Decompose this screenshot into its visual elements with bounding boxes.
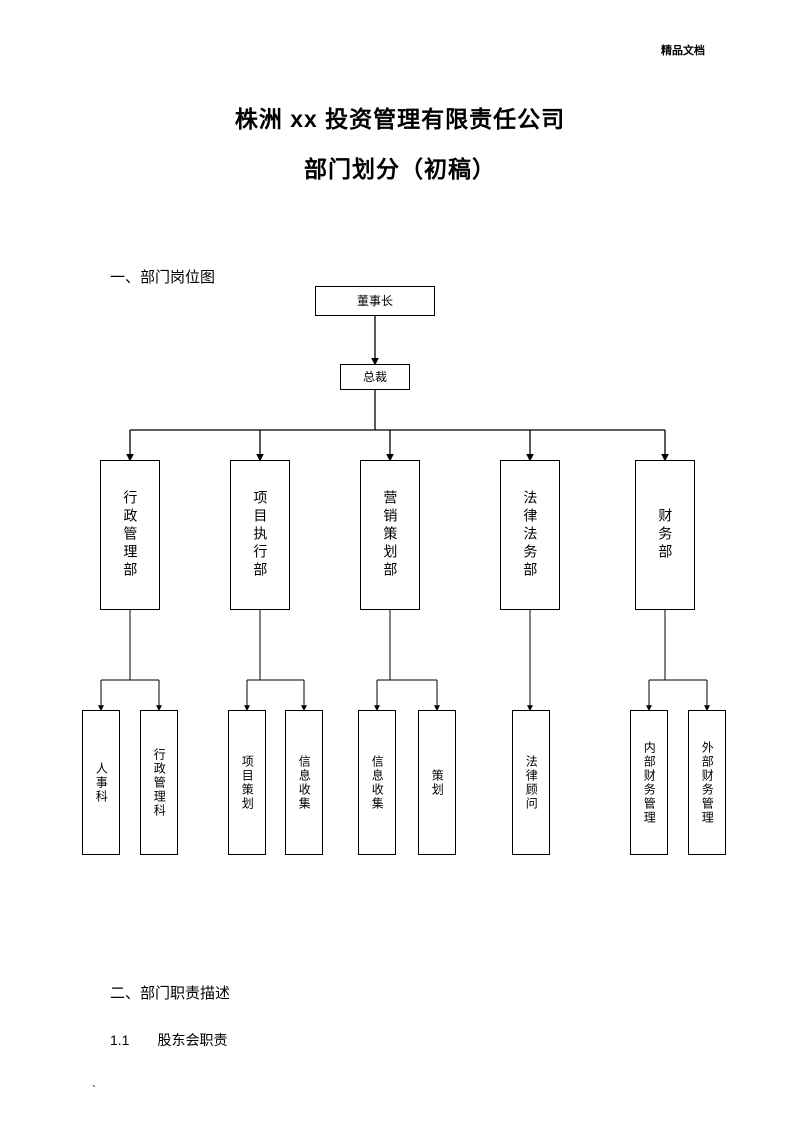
sub-label: 项目策划 xyxy=(240,755,254,811)
node-president: 总裁 xyxy=(340,364,410,390)
sub-label: 信息收集 xyxy=(370,755,384,811)
subheading-number: 1.1 xyxy=(110,1032,129,1048)
section-2-heading: 二、部门职责描述 xyxy=(110,982,230,1003)
node-sub-proj-info: 信息收集 xyxy=(285,710,323,855)
header-label: 精品文档 xyxy=(661,42,705,58)
sub-label: 内部财务管理 xyxy=(642,741,656,825)
doc-title-line1: 株洲 xx 投资管理有限责任公司 xyxy=(0,100,800,134)
section-2-subheading: 1.1 股东会职责 xyxy=(110,1030,227,1050)
node-sub-legal-adv: 法律顾问 xyxy=(512,710,550,855)
node-sub-mkt-info: 信息收集 xyxy=(358,710,396,855)
dept-label: 行政管理部 xyxy=(122,490,139,580)
node-sub-proj-plan: 项目策划 xyxy=(228,710,266,855)
node-dept-finance: 财务部 xyxy=(635,460,695,610)
node-dept-marketing: 营销策划部 xyxy=(360,460,420,610)
sub-label: 信息收集 xyxy=(297,755,311,811)
subheading-text: 股东会职责 xyxy=(157,1032,227,1048)
footer-mark: ` xyxy=(92,1083,96,1097)
node-sub-admin: 行政管理科 xyxy=(140,710,178,855)
org-chart: 董事长 总裁 行政管理部 项目执行部 营销策划部 法律法务部 财务部 人事科 行… xyxy=(80,280,720,900)
doc-title-line2: 部门划分（初稿） xyxy=(0,150,800,184)
node-chairman: 董事长 xyxy=(315,286,435,316)
node-dept-project: 项目执行部 xyxy=(230,460,290,610)
sub-label: 人事科 xyxy=(94,762,108,804)
node-dept-admin: 行政管理部 xyxy=(100,460,160,610)
dept-label: 法律法务部 xyxy=(522,490,539,580)
dept-label: 财务部 xyxy=(657,508,674,562)
dept-label: 项目执行部 xyxy=(252,490,269,580)
node-sub-fin-int: 内部财务管理 xyxy=(630,710,668,855)
node-sub-hr: 人事科 xyxy=(82,710,120,855)
sub-label: 外部财务管理 xyxy=(700,741,714,825)
sub-label: 法律顾问 xyxy=(524,755,538,811)
dept-label: 营销策划部 xyxy=(382,490,399,580)
node-sub-mkt-plan: 策划 xyxy=(418,710,456,855)
sub-label: 行政管理科 xyxy=(152,748,166,818)
sub-label: 策划 xyxy=(430,769,444,797)
node-sub-fin-ext: 外部财务管理 xyxy=(688,710,726,855)
node-dept-legal: 法律法务部 xyxy=(500,460,560,610)
